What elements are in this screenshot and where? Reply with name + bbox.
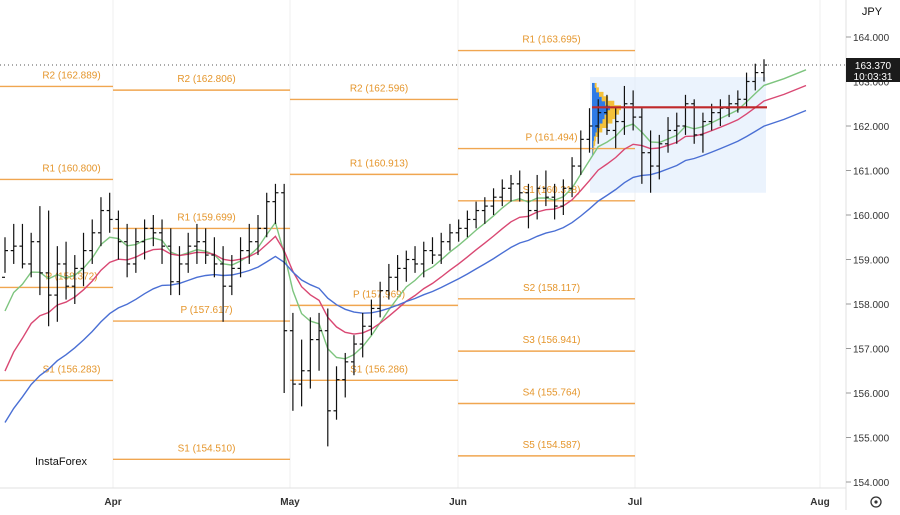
- currency-label[interactable]: JPY: [862, 6, 883, 18]
- profile-bar-sell: [594, 82, 597, 88]
- price-tick-label: 161.000: [853, 167, 890, 178]
- price-tick-label: 164.000: [853, 33, 890, 44]
- profile-bar-buy: [592, 91, 599, 97]
- pivot-label: S5 (154.587): [523, 440, 581, 451]
- profile-bar-sell: [599, 91, 604, 97]
- profile-bar-buy: [592, 127, 597, 133]
- profile-bar-buy: [592, 149, 593, 155]
- pivot-label: R2 (162.889): [42, 70, 100, 81]
- month-label: Aug: [810, 497, 829, 508]
- price-tick-label: 156.000: [853, 389, 890, 400]
- last-price-value: 163.370: [855, 61, 892, 72]
- price-tick-label: 158.000: [853, 300, 890, 311]
- ohlc-bars: [2, 59, 767, 447]
- pivot-label: S1 (156.283): [43, 364, 101, 375]
- pivot-label: R1 (160.913): [350, 158, 408, 169]
- pivot-label: S1 (154.510): [178, 443, 236, 454]
- pivot-label: P (157.969): [353, 289, 405, 300]
- moving-average-mid: [4, 84, 807, 372]
- profile-bar-buy: [592, 145, 594, 151]
- pivot-label: S3 (156.941): [523, 335, 581, 346]
- profile-bar-sell: [601, 96, 609, 102]
- pivot-label: S1 (156.286): [350, 364, 408, 375]
- profile-bar-buy: [592, 140, 594, 146]
- moving-averages: [4, 69, 807, 423]
- profile-bar-buy: [592, 118, 603, 124]
- price-tick-label: 155.000: [853, 434, 890, 445]
- profile-bar-buy: [592, 82, 595, 88]
- profile-bar-buy: [592, 96, 602, 102]
- profile-bar-sell: [594, 136, 596, 142]
- pivot-label: S1 (160.318): [523, 185, 581, 196]
- pivot-label: P (157.617): [180, 305, 232, 316]
- profile-bar-sell: [605, 100, 615, 106]
- moving-average-slow: [4, 109, 807, 423]
- pivot-label: S2 (158.117): [523, 283, 580, 294]
- pivot-label: R1 (163.695): [522, 35, 580, 46]
- profile-bar-sell: [599, 123, 608, 128]
- price-axis-ticks: 164.000 163.000 162.000 161.000 160.000 159.0…: [846, 33, 890, 489]
- overlays: [0, 64, 846, 109]
- price-tick-label: 154.000: [853, 478, 890, 489]
- time-axis: Apr May Jun Jul Aug: [104, 497, 829, 508]
- profile-bar-sell: [604, 114, 616, 120]
- month-label: Jun: [449, 497, 467, 508]
- pivot-label: R2 (162.806): [177, 74, 235, 85]
- profile-bar-buy: [592, 131, 596, 137]
- profile-bar-sell: [596, 127, 603, 133]
- profile-bar-sell: [592, 149, 594, 155]
- profile-bar-buy: [592, 87, 597, 93]
- pivot-label: R1 (160.800): [42, 163, 100, 174]
- price-tick-label: 160.000: [853, 211, 890, 222]
- profile-bar-buy: [592, 136, 595, 142]
- pivot-label: R2 (162.596): [350, 83, 408, 94]
- price-tick-label: 162.000: [853, 122, 890, 133]
- profile-bar-sell: [607, 109, 620, 115]
- month-label: May: [280, 497, 300, 508]
- price-tick-label: 159.000: [853, 256, 890, 267]
- last-price-tag: [846, 58, 900, 82]
- profile-bar-sell: [596, 87, 599, 93]
- month-label: Jul: [628, 497, 643, 508]
- month-label: Apr: [104, 497, 121, 508]
- pivot-label: S4 (155.764): [523, 388, 581, 399]
- moving-average-fast: [4, 69, 807, 360]
- logo-box: [26, 448, 110, 474]
- pivot-label: P (161.494): [525, 133, 577, 144]
- brand-logo: InstaForex: [35, 456, 87, 468]
- pivot-label: R1 (159.699): [177, 212, 235, 223]
- price-tick-label: 163.000: [853, 78, 890, 89]
- bar-countdown: 10:03:31: [854, 72, 893, 83]
- profile-bar-sell: [593, 140, 596, 146]
- settings-gear-icon[interactable]: [870, 496, 882, 508]
- profile-bar-sell: [593, 145, 595, 151]
- pivot-levels: R3 (164.888)R2 (164.871)R2 (162.889)R1 (…: [0, 35, 635, 461]
- price-tick-label: 157.000: [853, 345, 890, 356]
- price-axis[interactable]: [846, 0, 900, 510]
- profile-bar-sell: [595, 131, 600, 137]
